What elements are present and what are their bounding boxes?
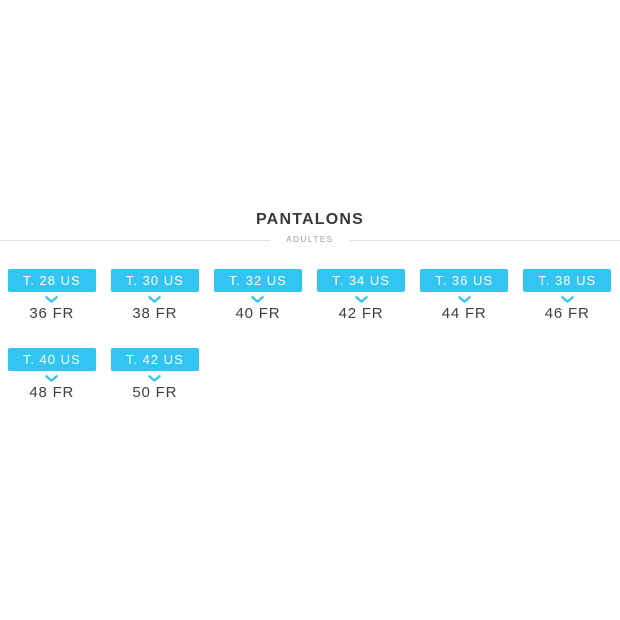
fr-size-label: 36 FR (29, 305, 75, 322)
fr-size-label: 46 FR (544, 305, 590, 322)
chevron-stroke (354, 296, 368, 303)
size-conversion-item: T. 36 US 44 FR (420, 269, 508, 322)
chevron-down-icon (45, 375, 59, 382)
us-size-button[interactable]: T. 32 US (214, 269, 302, 292)
size-conversion-item: T. 32 US 40 FR (214, 269, 302, 322)
size-conversion-item: T. 42 US 50 FR (111, 348, 199, 401)
fr-size-label: 42 FR (338, 305, 384, 322)
page-title: PANTALONS (256, 211, 364, 228)
chevron-stroke (560, 296, 574, 303)
fr-size-label: 48 FR (29, 384, 75, 401)
us-size-button[interactable]: T. 36 US (420, 269, 508, 292)
us-size-button[interactable]: T. 40 US (8, 348, 96, 371)
size-conversion-item: T. 38 US 46 FR (523, 269, 611, 322)
chevron-down-icon (148, 375, 162, 382)
fr-size-label: 44 FR (441, 305, 487, 322)
section-subtitle: ADULTES (270, 235, 350, 244)
size-conversion-grid: T. 28 US 36 FR T. 30 US 38 FR T. 32 US 4… (0, 269, 620, 401)
chevron-down-icon (457, 296, 471, 303)
fr-size-label: 40 FR (235, 305, 281, 322)
us-size-button[interactable]: T. 28 US (8, 269, 96, 292)
chevron-down-icon (354, 296, 368, 303)
chevron-stroke (148, 375, 162, 382)
chevron-stroke (148, 296, 162, 303)
chevron-down-icon (251, 296, 265, 303)
size-conversion-item: T. 30 US 38 FR (111, 269, 199, 322)
section-divider: ADULTES (0, 233, 620, 246)
chevron-stroke (251, 296, 265, 303)
chevron-down-icon (45, 296, 59, 303)
size-conversion-item: T. 40 US 48 FR (8, 348, 96, 401)
us-size-button[interactable]: T. 42 US (111, 348, 199, 371)
us-size-button[interactable]: T. 34 US (317, 269, 405, 292)
chevron-stroke (457, 296, 471, 303)
size-conversion-item: T. 34 US 42 FR (317, 269, 405, 322)
chevron-down-icon (560, 296, 574, 303)
us-size-button[interactable]: T. 30 US (111, 269, 199, 292)
fr-size-label: 50 FR (132, 384, 178, 401)
size-conversion-item: T. 28 US 36 FR (8, 269, 96, 322)
chevron-down-icon (148, 296, 162, 303)
us-size-button[interactable]: T. 38 US (523, 269, 611, 292)
chevron-stroke (45, 375, 59, 382)
fr-size-label: 38 FR (132, 305, 178, 322)
chevron-stroke (45, 296, 59, 303)
